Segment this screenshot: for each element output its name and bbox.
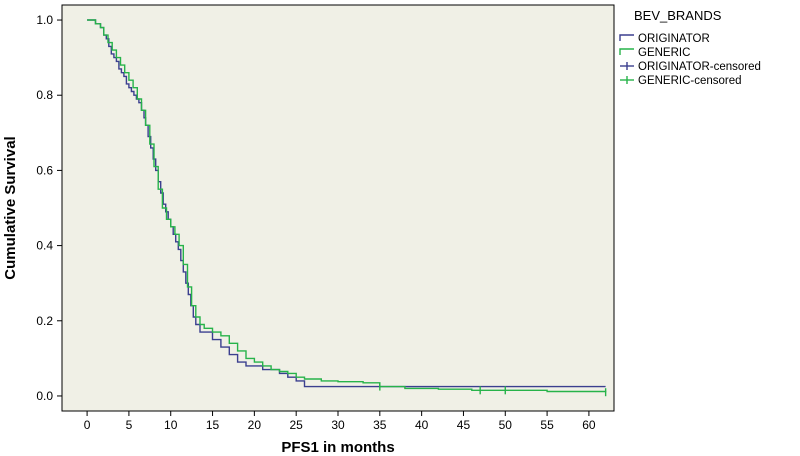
legend-entry: ORIGINATOR <box>619 33 710 45</box>
x-tick-label: 55 <box>540 418 554 432</box>
x-tick-label: 35 <box>373 418 387 432</box>
x-axis-title: PFS1 in months <box>281 439 394 456</box>
x-tick-label: 30 <box>331 418 345 432</box>
legend-swatch <box>619 34 634 41</box>
x-tick-label: 50 <box>499 418 513 432</box>
legend: BEV_BRANDS ORIGINATOR GENERIC ORIGINATOR-c… <box>619 8 761 87</box>
x-tick-label: 15 <box>206 418 220 432</box>
x-tick-label: 45 <box>457 418 471 432</box>
x-tick-label: 40 <box>415 418 429 432</box>
x-tick-label: 20 <box>248 418 262 432</box>
legend-entry: ORIGINATOR-censored <box>620 61 761 73</box>
legend-label: GENERIC-censored <box>638 75 742 87</box>
x-tick-label: 10 <box>164 418 178 432</box>
legend-title: BEV_BRANDS <box>634 8 722 23</box>
legend-entry: GENERIC <box>619 47 690 59</box>
plot-area <box>61 4 615 412</box>
series-line-originator <box>87 19 606 388</box>
y-tick-label: 0.6 <box>36 163 53 177</box>
legend-swatch <box>619 48 634 55</box>
y-tick-label: 0.4 <box>36 239 53 253</box>
y-tick-label: 0.8 <box>36 88 53 102</box>
legend-label: ORIGINATOR <box>638 33 710 45</box>
y-axis-title: Cumulative Survival <box>2 136 19 279</box>
y-tick-label: 1.0 <box>36 13 53 27</box>
legend-label: ORIGINATOR-censored <box>638 61 761 73</box>
legend-entry: GENERIC-censored <box>620 75 742 87</box>
x-tick-label: 5 <box>126 418 133 432</box>
x-tick-label: 25 <box>290 418 304 432</box>
series-lines <box>87 19 607 397</box>
y-tick-label: 0.2 <box>36 314 53 328</box>
x-tick-label: 0 <box>84 418 91 432</box>
x-tick-label: 60 <box>582 418 596 432</box>
y-tick-label: 0.0 <box>36 389 53 403</box>
series-line-generic <box>87 19 607 393</box>
legend-label: GENERIC <box>638 47 690 59</box>
axes: 0 5 10 15 20 25 30 35 40 45 50 55 60 0.0 0.2 0.4 0.6 0.8 1… <box>36 13 596 432</box>
